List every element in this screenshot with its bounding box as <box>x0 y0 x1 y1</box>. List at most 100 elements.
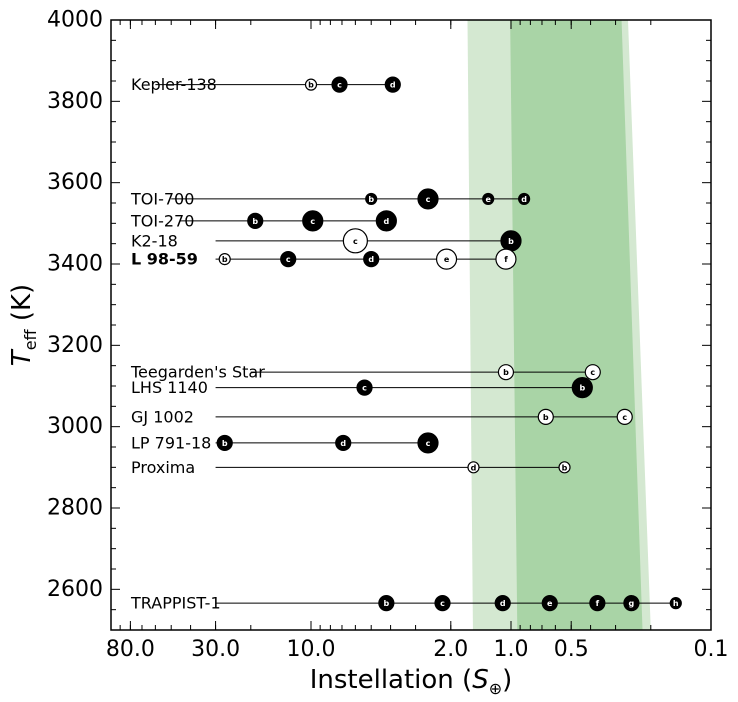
axes: 2600 2800 3000 3200 3400 3600 3800 4000 80.0 30.0… <box>7 8 729 699</box>
planet-marker <box>280 251 297 268</box>
planet-marker <box>378 595 395 612</box>
planet-marker <box>467 461 480 474</box>
planet-letter: c <box>426 439 431 448</box>
planet-markers: b c db c e db c dc bb c d e fb cc bb cb d cd bb c d e f g h <box>216 76 682 612</box>
y-tick-label: 2600 <box>47 577 103 602</box>
planet-letter: b <box>383 599 389 608</box>
planet-letter: d <box>500 599 506 608</box>
planet-marker <box>616 408 633 426</box>
x-tick-label: 80.0 <box>106 637 155 662</box>
y-tick-label: 3400 <box>47 252 103 277</box>
planet-letter: c <box>622 413 627 422</box>
planet-letter: c <box>310 217 315 226</box>
y-axis-title: Teff (K) <box>7 284 40 366</box>
x-tick-label: 2.0 <box>433 637 468 662</box>
planet-marker <box>571 377 593 399</box>
planet-marker <box>541 595 558 612</box>
system-label: TRAPPIST-1 <box>130 594 221 613</box>
planet-marker <box>482 192 495 206</box>
planet-letter: c <box>440 599 445 608</box>
y-tick-label: 3800 <box>47 89 103 114</box>
planet-marker <box>494 595 511 612</box>
planet-letter: e <box>485 195 491 204</box>
planet-marker <box>558 461 571 474</box>
y-tick-label: 3600 <box>47 170 103 195</box>
planet-marker <box>356 379 373 396</box>
x-tick-label: 0.1 <box>694 637 729 662</box>
system-label: L 98-59 <box>131 250 198 269</box>
planet-letter: b <box>562 463 568 472</box>
planet-marker <box>497 364 515 381</box>
system-label: GJ 1002 <box>131 407 194 426</box>
planet-marker <box>375 210 397 232</box>
y-tick-label: 2800 <box>47 496 103 521</box>
system-label: Kepler-138 <box>131 75 217 94</box>
planet-marker <box>363 251 380 268</box>
system-label: TOI-700 <box>130 189 194 208</box>
planet-marker <box>669 597 682 610</box>
planet-marker <box>218 253 231 266</box>
planet-marker <box>537 408 554 426</box>
system-label: LHS 1140 <box>131 378 208 397</box>
planet-marker <box>342 228 368 254</box>
planet-marker <box>435 248 458 270</box>
planet-marker <box>584 364 601 381</box>
x-tick-label: 1.0 <box>494 637 529 662</box>
planet-letter: b <box>222 255 228 264</box>
planet-marker <box>417 188 439 210</box>
y-tick-label: 4000 <box>47 8 103 33</box>
x-tick-label: 0.5 <box>554 637 589 662</box>
planet-letter: b <box>508 237 514 246</box>
planet-letter: d <box>521 195 527 204</box>
planet-letter: c <box>337 81 342 90</box>
planet-letter: f <box>596 599 600 608</box>
x-axis-title: Instellation (S⊕) <box>310 665 513 698</box>
x-tick-label: 30.0 <box>191 637 240 662</box>
planet-marker <box>302 210 324 232</box>
planet-letter: d <box>390 81 396 90</box>
planet-letter: d <box>340 439 346 448</box>
x-tick-label: 10.0 <box>287 637 336 662</box>
planet-marker <box>495 248 517 270</box>
planet-letter: b <box>252 217 258 226</box>
system-label: Proxima <box>131 458 195 477</box>
planet-marker <box>365 192 378 206</box>
planet-letter: c <box>590 368 595 377</box>
planet-marker <box>434 595 451 612</box>
conservative-habitable-zone <box>510 20 643 630</box>
system-label: LP 791-18 <box>131 433 211 452</box>
planet-letter: g <box>629 599 635 608</box>
planet-marker <box>304 78 318 91</box>
planet-letter: c <box>426 195 431 204</box>
planet-letter: c <box>353 237 358 246</box>
planet-letter: b <box>543 413 549 422</box>
planet-marker <box>623 595 640 612</box>
planet-letter: b <box>222 439 228 448</box>
planet-letter: b <box>308 81 314 90</box>
planet-letter: f <box>504 255 508 264</box>
planet-letter: e <box>547 599 553 608</box>
planet-letter: c <box>362 384 367 393</box>
planet-marker <box>589 595 606 612</box>
planet-letter: h <box>673 599 679 608</box>
planet-letter: d <box>368 255 374 264</box>
planet-letter: b <box>503 368 509 377</box>
y-tick-label: 3000 <box>47 414 103 439</box>
planet-marker <box>335 434 352 452</box>
planet-letter: b <box>368 195 374 204</box>
planet-marker <box>417 432 439 454</box>
habitable-zone <box>467 20 651 630</box>
planet-letter: c <box>286 255 291 264</box>
planet-marker <box>216 434 233 452</box>
planet-letter: b <box>579 384 585 393</box>
planet-marker <box>331 76 348 93</box>
system-label: K2-18 <box>131 231 178 250</box>
y-tick-label: 3200 <box>47 333 103 358</box>
planet-marker <box>247 212 264 229</box>
planet-marker <box>384 76 401 93</box>
planet-letter: e <box>444 255 450 264</box>
planet-marker <box>518 192 531 206</box>
planet-letter: d <box>383 217 389 226</box>
